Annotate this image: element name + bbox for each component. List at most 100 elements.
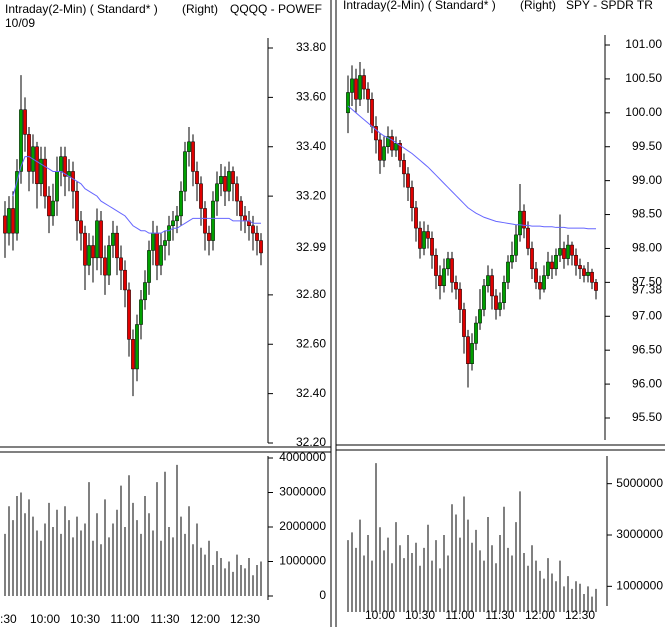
- symbol: QQQQ - POWEF: [230, 2, 322, 16]
- candle-body: [374, 126, 378, 141]
- x-tick-label: 9:30: [0, 612, 17, 626]
- x-tick-label: 10:30: [70, 612, 100, 626]
- candle-body: [394, 143, 398, 151]
- candle-body: [259, 240, 263, 254]
- y-tick-label: 97.00: [632, 308, 662, 322]
- candle-body: [211, 200, 215, 241]
- candle-body: [219, 176, 223, 185]
- candle-body: [426, 231, 430, 239]
- y-tick-label: 33.60: [296, 90, 326, 104]
- candle-body: [498, 302, 502, 310]
- y-tick-label: 100.00: [625, 105, 662, 119]
- candle-body: [35, 146, 39, 185]
- candle-body: [19, 109, 23, 172]
- candle-body: [227, 171, 231, 192]
- x-tick-label: 12:30: [565, 608, 595, 622]
- last-price-box: [276, 242, 327, 254]
- candle-body: [71, 171, 75, 192]
- candle-body: [207, 232, 211, 241]
- candle-body: [570, 244, 574, 256]
- candle-body: [574, 254, 578, 266]
- candle-body: [506, 261, 510, 283]
- candle-body: [243, 215, 247, 222]
- moving-average: [12, 156, 261, 234]
- candle-body: [554, 254, 558, 270]
- candle-body: [255, 232, 259, 241]
- candle-body: [446, 258, 450, 270]
- candle-body: [107, 245, 111, 276]
- candle-body: [346, 92, 350, 114]
- y-tick-label: 99.00: [632, 173, 662, 187]
- candle-body: [366, 88, 370, 100]
- y-tick-label: 32.40: [296, 386, 326, 400]
- candle-body: [139, 299, 143, 325]
- candle-body: [402, 160, 406, 175]
- last-price-box: [613, 285, 663, 297]
- candle-body: [103, 257, 107, 276]
- chart-title: Intraday(2-Min) ( Standard* ): [343, 0, 496, 12]
- candle-body: [99, 220, 103, 259]
- candle-body: [370, 99, 374, 127]
- candle-body: [75, 190, 79, 222]
- y-tick-label: 33.20: [296, 188, 326, 202]
- y-tick-label: 0: [319, 588, 326, 602]
- x-tick-label: 12:00: [190, 612, 220, 626]
- candle-body: [386, 136, 390, 147]
- candle-body: [231, 171, 235, 185]
- candle-body: [143, 282, 147, 301]
- candle-body: [55, 171, 59, 202]
- candle-body: [87, 245, 91, 266]
- candle-body: [478, 309, 482, 324]
- y-tick-label: 1000000: [616, 579, 663, 593]
- candle-body: [135, 324, 139, 370]
- candle-body: [358, 75, 362, 100]
- candle-body: [163, 240, 167, 246]
- candle-body: [151, 232, 155, 251]
- candle-body: [450, 258, 454, 283]
- y-tick-label: 33.40: [296, 139, 326, 153]
- candle-body: [11, 208, 15, 234]
- y-tick-label: 96.50: [632, 342, 662, 356]
- candle-body: [518, 210, 522, 236]
- candle-body: [382, 146, 386, 161]
- candle-body: [39, 158, 43, 185]
- candle-body: [390, 136, 394, 151]
- candle-body: [119, 257, 123, 271]
- candle-body: [3, 215, 7, 234]
- candle-body: [522, 210, 526, 229]
- candle-body: [127, 289, 131, 340]
- candle-body: [223, 176, 227, 192]
- y-tick-label: 32.60: [296, 336, 326, 350]
- candle-body: [131, 339, 135, 370]
- candle-body: [482, 285, 486, 310]
- y-tick-label: 5000000: [616, 476, 663, 490]
- candle-body: [486, 275, 490, 287]
- candle-body: [235, 183, 239, 202]
- y-tick-label: 4000000: [279, 450, 326, 464]
- x-tick-label: 11:00: [110, 612, 139, 626]
- candle-body: [586, 271, 590, 276]
- candle-body: [187, 141, 191, 152]
- candle-body: [7, 208, 11, 234]
- symbol: SPY - SPDR TR: [566, 0, 653, 12]
- candle-body: [558, 248, 562, 256]
- candle-body: [111, 232, 115, 246]
- candle-body: [562, 248, 566, 259]
- candle-body: [95, 220, 99, 259]
- candle-body: [534, 268, 538, 283]
- candle-body: [546, 261, 550, 276]
- candle-body: [454, 282, 458, 290]
- y-tick-label: 1000000: [279, 554, 326, 568]
- candle-body: [195, 171, 199, 185]
- candle-body: [410, 187, 414, 209]
- candle-body: [83, 232, 87, 266]
- candle-body: [27, 134, 31, 172]
- candle-body: [530, 248, 534, 270]
- candle-body: [23, 109, 27, 135]
- x-tick-label: 12:30: [230, 612, 260, 626]
- candle-body: [115, 232, 119, 259]
- candle-body: [434, 254, 438, 276]
- date: 10/09: [5, 16, 35, 30]
- x-tick-label: 11:30: [485, 608, 514, 622]
